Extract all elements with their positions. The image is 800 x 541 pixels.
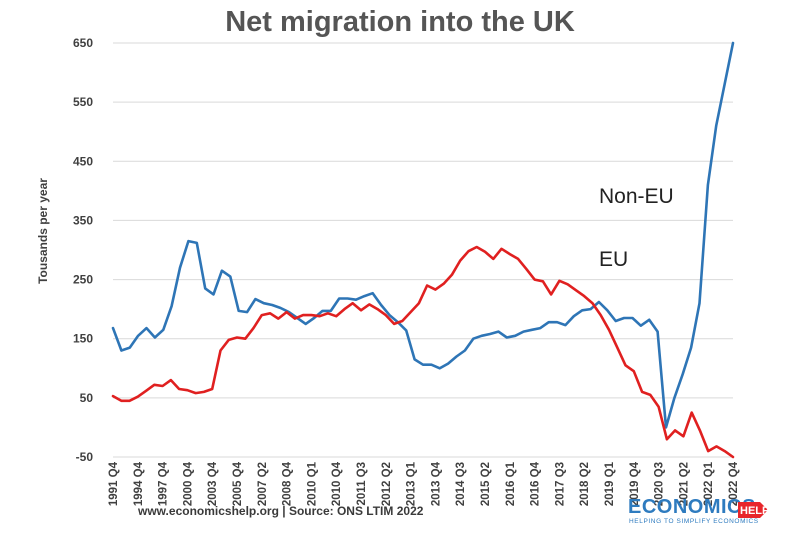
gridlines (113, 42, 733, 458)
series-line-non-eu (111, 41, 735, 429)
x-axis-ticks: 1991 Q4 1994 Q4 1997 Q4 2000 Q4 2003 Q4 2005 … (108, 461, 740, 506)
y-axis-label: Tousands per year (36, 178, 50, 284)
y-tick-label: 250 (73, 273, 93, 287)
x-tick-label: 2022 Q4 (728, 461, 740, 506)
x-tick-label: 2017 Q3 (554, 462, 566, 506)
legend-eu: EU (599, 248, 628, 271)
logo-badge-shape (738, 502, 768, 518)
y-tick-label: 350 (73, 213, 93, 227)
x-tick-label: 2008 Q4 (282, 461, 294, 506)
x-tick-label: 1997 Q4 (158, 461, 170, 506)
y-tick-label: 550 (73, 95, 93, 109)
x-tick-label: 2013 Q1 (406, 461, 418, 506)
x-tick-label: 2020 Q3 (654, 462, 666, 506)
logo-text-economics: ECONOMICS (628, 496, 756, 518)
logo-tagline: HELPING TO SIMPLIFY ECONOMICS (629, 518, 759, 525)
legend-non-eu: Non-EU (599, 185, 674, 208)
y-tick-label: 50 (80, 391, 94, 405)
x-tick-label: 2010 Q4 (331, 461, 343, 506)
y-tick-label: -50 (76, 450, 94, 464)
y-axis-ticks: -50 50 150 250 350 450 550 650 (73, 36, 93, 464)
x-tick-label: 2003 Q4 (207, 461, 219, 506)
x-tick-label: 2019 Q4 (629, 461, 641, 506)
x-tick-label: 1991 Q4 (108, 461, 120, 506)
x-tick-label: 2005 Q4 (232, 461, 244, 506)
x-tick-label: 2016 Q4 (530, 461, 542, 506)
x-tick-label: 2013 Q4 (430, 461, 442, 506)
x-tick-label: 2021 Q2 (678, 462, 690, 506)
x-tick-label: 2012 Q2 (381, 462, 393, 506)
economics-help-logo: ECONOMICS HELP HELPING TO SIMPLIFY ECONO… (628, 496, 769, 525)
series-line-eu (111, 245, 735, 459)
x-tick-label: 2018 Q2 (579, 462, 591, 506)
x-tick-label: 2007 Q2 (257, 462, 269, 506)
x-tick-label: 2016 Q1 (505, 461, 517, 506)
chart-title: Net migration into the UK (225, 6, 575, 38)
x-tick-label: 1994 Q4 (133, 461, 145, 506)
x-tick-label: 2010 Q1 (306, 461, 318, 506)
x-tick-label: 2000 Q4 (182, 461, 194, 506)
x-tick-label: 2011 Q3 (356, 462, 368, 505)
x-tick-label: 2022 Q1 (703, 461, 715, 506)
x-tick-label: 2014 Q3 (455, 462, 467, 506)
source-note: www.economicshelp.org | Source: ONS LTIM… (137, 504, 424, 518)
y-tick-label: 150 (73, 332, 93, 346)
x-tick-label: 2019 Q1 (604, 461, 616, 506)
x-tick-label: 2015 Q2 (480, 462, 492, 506)
logo-text-help: HELP (740, 505, 769, 517)
y-tick-label: 650 (73, 36, 93, 50)
y-tick-label: 450 (73, 154, 93, 168)
series-lines (111, 41, 735, 459)
